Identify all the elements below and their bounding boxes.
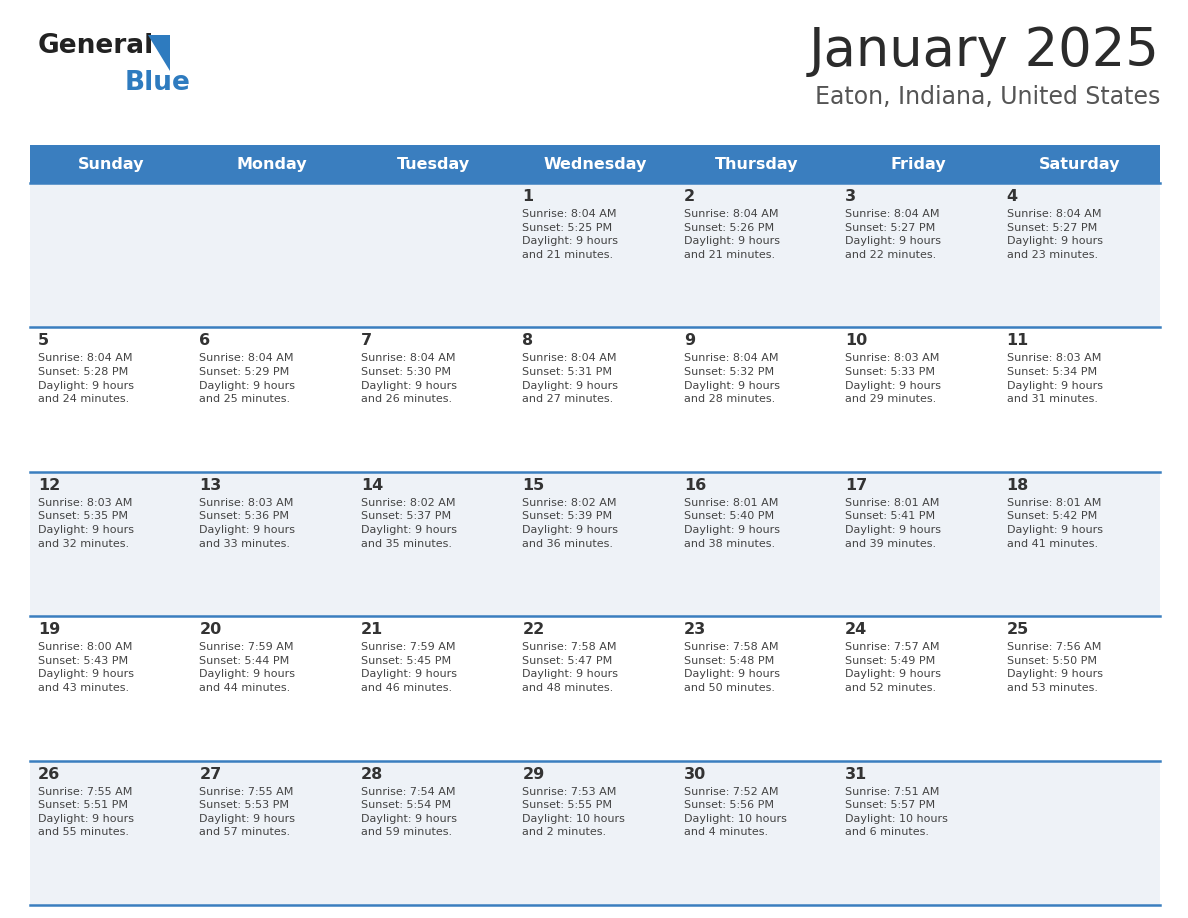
- Text: Sunrise: 8:04 AM
Sunset: 5:32 PM
Daylight: 9 hours
and 28 minutes.: Sunrise: 8:04 AM Sunset: 5:32 PM Dayligh…: [684, 353, 779, 404]
- Text: 13: 13: [200, 477, 222, 493]
- Text: Sunrise: 8:04 AM
Sunset: 5:27 PM
Daylight: 9 hours
and 23 minutes.: Sunrise: 8:04 AM Sunset: 5:27 PM Dayligh…: [1006, 209, 1102, 260]
- Text: 3: 3: [845, 189, 857, 204]
- Text: Blue: Blue: [125, 70, 191, 96]
- Text: 21: 21: [361, 622, 383, 637]
- Text: Sunrise: 7:56 AM
Sunset: 5:50 PM
Daylight: 9 hours
and 53 minutes.: Sunrise: 7:56 AM Sunset: 5:50 PM Dayligh…: [1006, 643, 1102, 693]
- Text: Sunrise: 8:01 AM
Sunset: 5:40 PM
Daylight: 9 hours
and 38 minutes.: Sunrise: 8:01 AM Sunset: 5:40 PM Dayligh…: [684, 498, 779, 549]
- Text: Monday: Monday: [236, 156, 308, 172]
- Text: General: General: [38, 33, 154, 59]
- Text: 19: 19: [38, 622, 61, 637]
- Bar: [30, 145, 1159, 183]
- Text: 11: 11: [1006, 333, 1029, 349]
- Text: 28: 28: [361, 767, 383, 781]
- Text: 7: 7: [361, 333, 372, 349]
- Text: Sunrise: 8:03 AM
Sunset: 5:36 PM
Daylight: 9 hours
and 33 minutes.: Sunrise: 8:03 AM Sunset: 5:36 PM Dayligh…: [200, 498, 296, 549]
- Text: 4: 4: [1006, 189, 1018, 204]
- Text: Sunrise: 8:04 AM
Sunset: 5:31 PM
Daylight: 9 hours
and 27 minutes.: Sunrise: 8:04 AM Sunset: 5:31 PM Dayligh…: [523, 353, 618, 404]
- Text: 8: 8: [523, 333, 533, 349]
- Text: 25: 25: [1006, 622, 1029, 637]
- Text: 5: 5: [38, 333, 49, 349]
- Text: 29: 29: [523, 767, 544, 781]
- Text: Tuesday: Tuesday: [397, 156, 470, 172]
- Text: 27: 27: [200, 767, 222, 781]
- Text: 10: 10: [845, 333, 867, 349]
- Text: Sunday: Sunday: [77, 156, 144, 172]
- Bar: [30, 328, 1159, 472]
- Text: 18: 18: [1006, 477, 1029, 493]
- Bar: [30, 616, 1159, 761]
- Text: 17: 17: [845, 477, 867, 493]
- Text: Sunrise: 7:58 AM
Sunset: 5:47 PM
Daylight: 9 hours
and 48 minutes.: Sunrise: 7:58 AM Sunset: 5:47 PM Dayligh…: [523, 643, 618, 693]
- Text: 22: 22: [523, 622, 544, 637]
- Text: Sunrise: 8:01 AM
Sunset: 5:42 PM
Daylight: 9 hours
and 41 minutes.: Sunrise: 8:01 AM Sunset: 5:42 PM Dayligh…: [1006, 498, 1102, 549]
- Text: Sunrise: 8:04 AM
Sunset: 5:29 PM
Daylight: 9 hours
and 25 minutes.: Sunrise: 8:04 AM Sunset: 5:29 PM Dayligh…: [200, 353, 296, 404]
- Text: Sunrise: 8:04 AM
Sunset: 5:28 PM
Daylight: 9 hours
and 24 minutes.: Sunrise: 8:04 AM Sunset: 5:28 PM Dayligh…: [38, 353, 134, 404]
- Text: Sunrise: 8:01 AM
Sunset: 5:41 PM
Daylight: 9 hours
and 39 minutes.: Sunrise: 8:01 AM Sunset: 5:41 PM Dayligh…: [845, 498, 941, 549]
- Polygon shape: [148, 35, 170, 71]
- Text: Sunrise: 8:00 AM
Sunset: 5:43 PM
Daylight: 9 hours
and 43 minutes.: Sunrise: 8:00 AM Sunset: 5:43 PM Dayligh…: [38, 643, 134, 693]
- Text: Sunrise: 7:59 AM
Sunset: 5:44 PM
Daylight: 9 hours
and 44 minutes.: Sunrise: 7:59 AM Sunset: 5:44 PM Dayligh…: [200, 643, 296, 693]
- Text: Friday: Friday: [890, 156, 946, 172]
- Text: Sunrise: 8:04 AM
Sunset: 5:30 PM
Daylight: 9 hours
and 26 minutes.: Sunrise: 8:04 AM Sunset: 5:30 PM Dayligh…: [361, 353, 457, 404]
- Text: 23: 23: [684, 622, 706, 637]
- Text: 30: 30: [684, 767, 706, 781]
- Text: Sunrise: 8:03 AM
Sunset: 5:34 PM
Daylight: 9 hours
and 31 minutes.: Sunrise: 8:03 AM Sunset: 5:34 PM Dayligh…: [1006, 353, 1102, 404]
- Text: Wednesday: Wednesday: [543, 156, 646, 172]
- Text: 16: 16: [684, 477, 706, 493]
- Text: Sunrise: 8:03 AM
Sunset: 5:35 PM
Daylight: 9 hours
and 32 minutes.: Sunrise: 8:03 AM Sunset: 5:35 PM Dayligh…: [38, 498, 134, 549]
- Text: 9: 9: [684, 333, 695, 349]
- Text: Sunrise: 8:04 AM
Sunset: 5:27 PM
Daylight: 9 hours
and 22 minutes.: Sunrise: 8:04 AM Sunset: 5:27 PM Dayligh…: [845, 209, 941, 260]
- Text: Sunrise: 7:58 AM
Sunset: 5:48 PM
Daylight: 9 hours
and 50 minutes.: Sunrise: 7:58 AM Sunset: 5:48 PM Dayligh…: [684, 643, 779, 693]
- Bar: [30, 183, 1159, 328]
- Text: 31: 31: [845, 767, 867, 781]
- Text: Sunrise: 7:59 AM
Sunset: 5:45 PM
Daylight: 9 hours
and 46 minutes.: Sunrise: 7:59 AM Sunset: 5:45 PM Dayligh…: [361, 643, 457, 693]
- Text: Sunrise: 8:02 AM
Sunset: 5:37 PM
Daylight: 9 hours
and 35 minutes.: Sunrise: 8:02 AM Sunset: 5:37 PM Dayligh…: [361, 498, 457, 549]
- Bar: [30, 761, 1159, 905]
- Text: Sunrise: 7:51 AM
Sunset: 5:57 PM
Daylight: 10 hours
and 6 minutes.: Sunrise: 7:51 AM Sunset: 5:57 PM Dayligh…: [845, 787, 948, 837]
- Text: 20: 20: [200, 622, 222, 637]
- Text: Sunrise: 8:04 AM
Sunset: 5:26 PM
Daylight: 9 hours
and 21 minutes.: Sunrise: 8:04 AM Sunset: 5:26 PM Dayligh…: [684, 209, 779, 260]
- Text: 15: 15: [523, 477, 544, 493]
- Bar: [30, 472, 1159, 616]
- Text: Sunrise: 7:52 AM
Sunset: 5:56 PM
Daylight: 10 hours
and 4 minutes.: Sunrise: 7:52 AM Sunset: 5:56 PM Dayligh…: [684, 787, 786, 837]
- Text: Sunrise: 7:55 AM
Sunset: 5:53 PM
Daylight: 9 hours
and 57 minutes.: Sunrise: 7:55 AM Sunset: 5:53 PM Dayligh…: [200, 787, 296, 837]
- Text: Saturday: Saturday: [1038, 156, 1120, 172]
- Text: Sunrise: 8:03 AM
Sunset: 5:33 PM
Daylight: 9 hours
and 29 minutes.: Sunrise: 8:03 AM Sunset: 5:33 PM Dayligh…: [845, 353, 941, 404]
- Text: 12: 12: [38, 477, 61, 493]
- Text: Thursday: Thursday: [715, 156, 798, 172]
- Text: 1: 1: [523, 189, 533, 204]
- Text: 6: 6: [200, 333, 210, 349]
- Text: 2: 2: [684, 189, 695, 204]
- Text: 26: 26: [38, 767, 61, 781]
- Text: 14: 14: [361, 477, 383, 493]
- Text: Sunrise: 7:57 AM
Sunset: 5:49 PM
Daylight: 9 hours
and 52 minutes.: Sunrise: 7:57 AM Sunset: 5:49 PM Dayligh…: [845, 643, 941, 693]
- Text: Sunrise: 7:55 AM
Sunset: 5:51 PM
Daylight: 9 hours
and 55 minutes.: Sunrise: 7:55 AM Sunset: 5:51 PM Dayligh…: [38, 787, 134, 837]
- Text: Sunrise: 8:04 AM
Sunset: 5:25 PM
Daylight: 9 hours
and 21 minutes.: Sunrise: 8:04 AM Sunset: 5:25 PM Dayligh…: [523, 209, 618, 260]
- Text: Sunrise: 8:02 AM
Sunset: 5:39 PM
Daylight: 9 hours
and 36 minutes.: Sunrise: 8:02 AM Sunset: 5:39 PM Dayligh…: [523, 498, 618, 549]
- Text: Sunrise: 7:53 AM
Sunset: 5:55 PM
Daylight: 10 hours
and 2 minutes.: Sunrise: 7:53 AM Sunset: 5:55 PM Dayligh…: [523, 787, 625, 837]
- Text: January 2025: January 2025: [809, 25, 1159, 77]
- Text: 24: 24: [845, 622, 867, 637]
- Text: Sunrise: 7:54 AM
Sunset: 5:54 PM
Daylight: 9 hours
and 59 minutes.: Sunrise: 7:54 AM Sunset: 5:54 PM Dayligh…: [361, 787, 457, 837]
- Text: Eaton, Indiana, United States: Eaton, Indiana, United States: [815, 85, 1159, 109]
